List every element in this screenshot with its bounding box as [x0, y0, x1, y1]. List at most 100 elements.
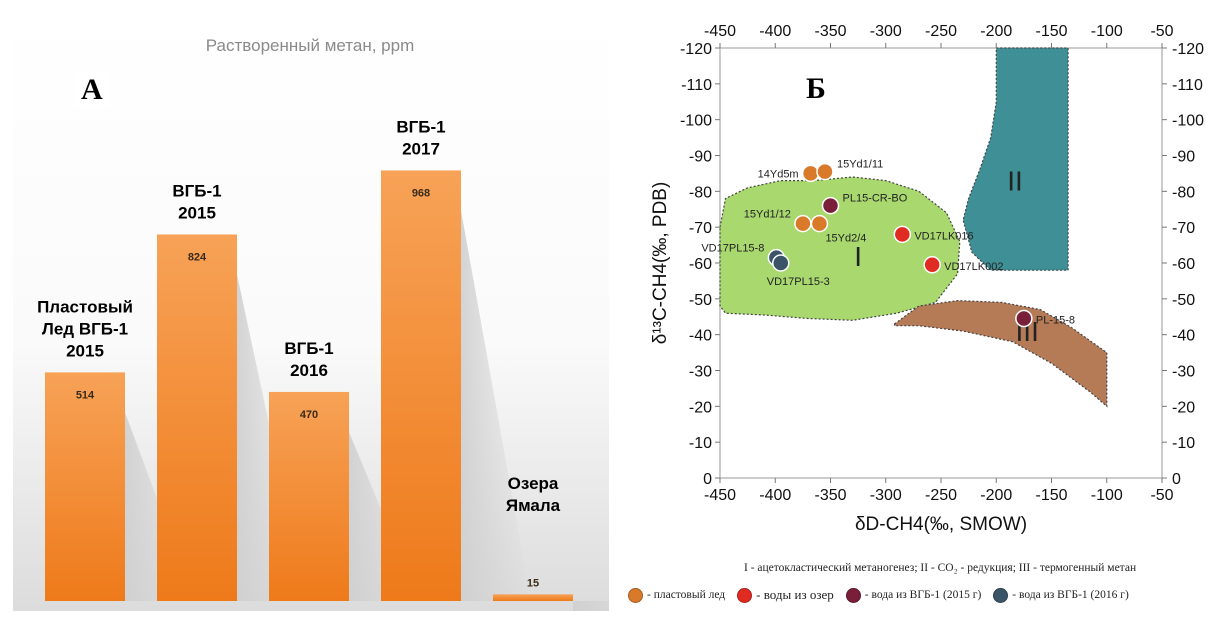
bar-3	[269, 391, 349, 601]
legend-swatch	[737, 587, 753, 603]
bar-value-label: 470	[300, 409, 318, 421]
y-tick-label-right: -10	[1172, 435, 1195, 452]
x-tick-label-top: -400	[759, 23, 791, 40]
y-tick-label: -80	[689, 184, 712, 201]
y-tick-label: -60	[689, 256, 712, 273]
y-tick-label: 0	[703, 471, 712, 488]
legend-swatch	[845, 587, 861, 603]
data-point	[1015, 309, 1033, 328]
point-label: VD17LK002	[944, 261, 1003, 273]
y-tick-label-right: -90	[1172, 149, 1195, 166]
region-legend-note: I - ацетокластический метаногенез; II - …	[744, 562, 1137, 574]
data-point	[794, 214, 812, 233]
x-tick-label: -450	[704, 487, 736, 504]
x-tick-label-top: -150	[1035, 23, 1067, 40]
x-tick-label: -150	[1035, 487, 1067, 504]
y-tick-label: -90	[689, 149, 712, 166]
bar-1	[45, 372, 125, 601]
bar-category-label: Озера Ямала	[506, 474, 561, 515]
x-tick-label: -100	[1091, 487, 1123, 504]
legend-swatch	[993, 587, 1009, 603]
point-label: VD17LK016	[914, 230, 973, 242]
point-label: VD17PL15-8	[701, 243, 764, 255]
legend-item: - вода из ВГБ-1 (2016 г)	[993, 587, 1129, 603]
y-tick-label: -110	[681, 77, 712, 94]
y-tick-label-right: -100	[1172, 113, 1204, 130]
legend-label: - вода из ВГБ-1 (2015 г)	[864, 589, 982, 601]
bar-category-label: ВГБ-1 2016	[284, 339, 333, 380]
x-tick-label-top: -450	[704, 23, 736, 40]
region-label: II	[1007, 166, 1023, 197]
legend-item: - воды из озер	[737, 587, 834, 603]
y-tick-label: -10	[689, 435, 712, 452]
y-tick-label-right: -80	[1172, 184, 1195, 201]
y-tick-label-right: -60	[1172, 256, 1195, 273]
x-tick-label-top: -200	[980, 23, 1012, 40]
legend-label: - вода из ВГБ-1 (2016 г)	[1012, 589, 1129, 601]
panel-b: I II III -450 -450 -400 -400 -350 -350 -300 -300 -2…	[618, 0, 1226, 624]
legend-label: - пластовый лед	[647, 589, 726, 601]
legend-item: - пластовый лед	[628, 587, 726, 603]
y-axis-title: δ¹³C-CH4(‰, PDB)	[650, 182, 671, 345]
point-label: PL-15-8	[1036, 315, 1075, 327]
region-III	[894, 299, 1108, 408]
y-tick-label-right: -50	[1172, 292, 1195, 309]
data-point	[772, 254, 790, 272]
x-tick-label-top: -250	[925, 23, 957, 40]
bar-value-label: 824	[188, 251, 207, 263]
x-tick-label-top: -350	[814, 23, 846, 40]
points-legend: - пластовый лед - воды из озер - вода из В…	[628, 587, 1141, 603]
y-tick-label: -50	[689, 292, 712, 309]
bar-category-label: ВГБ-1 2015	[172, 181, 221, 222]
region-I	[719, 176, 961, 321]
point-label: 15Yd2/4	[825, 233, 866, 245]
region-II	[962, 47, 1069, 271]
x-tick-label: -300	[870, 487, 902, 504]
legend-label: - воды из озер	[756, 587, 834, 602]
y-tick-label: -100	[680, 113, 712, 130]
point-label: VD17PL15-3	[767, 276, 830, 288]
x-tick-label: -350	[814, 487, 846, 504]
panel-letter-b: Б	[802, 74, 830, 104]
x-tick-label-top: -50	[1150, 23, 1173, 40]
dissolved-methane-bar-chart: Растворенный метан, ppm 514 Пластовый Лед В…	[13, 15, 609, 611]
y-tick-label: -20	[689, 399, 712, 416]
y-tick-label: -120	[680, 41, 712, 58]
y-tick-label: -70	[689, 220, 712, 237]
bar-category-label: ВГБ-1 2017	[396, 117, 445, 158]
point-label: PL15-CR-BO	[843, 193, 908, 205]
y-tick-label-right: 0	[1172, 471, 1181, 488]
legend-item: - вода из ВГБ-1 (2015 г)	[845, 587, 982, 603]
panel-a: Растворенный метан, ppm 514 Пластовый Лед В…	[13, 15, 609, 611]
data-point	[893, 225, 912, 244]
x-tick-label: -400	[759, 487, 791, 504]
region-label: I	[854, 241, 862, 272]
panel-letter-a: А	[75, 73, 109, 107]
y-tick-label: -30	[689, 364, 712, 381]
isotope-scatter-chart: IIIIII-450-450-400-400-350-350-300-300-2…	[650, 23, 1204, 535]
bar-4	[381, 170, 461, 601]
y-tick-label: -40	[689, 328, 712, 345]
x-tick-label: -50	[1150, 487, 1173, 504]
y-tick-label-right: -110	[1172, 77, 1203, 94]
bar-value-label: 15	[527, 577, 539, 589]
data-point	[821, 196, 840, 215]
data-point	[810, 214, 829, 233]
point-label: 15Yd1/11	[837, 159, 883, 171]
bar-value-label: 968	[412, 187, 430, 199]
x-tick-label: -200	[980, 487, 1012, 504]
bar-shadow	[573, 601, 609, 611]
y-tick-label-right: -120	[1172, 41, 1204, 58]
y-tick-label-right: -40	[1172, 328, 1195, 345]
bar-5	[493, 594, 573, 601]
y-tick-label-right: -70	[1172, 220, 1195, 237]
data-point	[923, 256, 941, 274]
legend-swatch	[628, 587, 643, 603]
x-axis-title: δD-CH4(‰, SMOW)	[855, 514, 1027, 535]
point-label: 15Yd1/12	[744, 209, 791, 221]
chart-a-title: Растворенный метан, ppm	[206, 36, 414, 55]
y-tick-label-right: -20	[1172, 399, 1195, 416]
bar-value-label: 514	[76, 389, 95, 401]
bar-shadow	[461, 210, 531, 601]
x-tick-label-top: -100	[1091, 23, 1123, 40]
